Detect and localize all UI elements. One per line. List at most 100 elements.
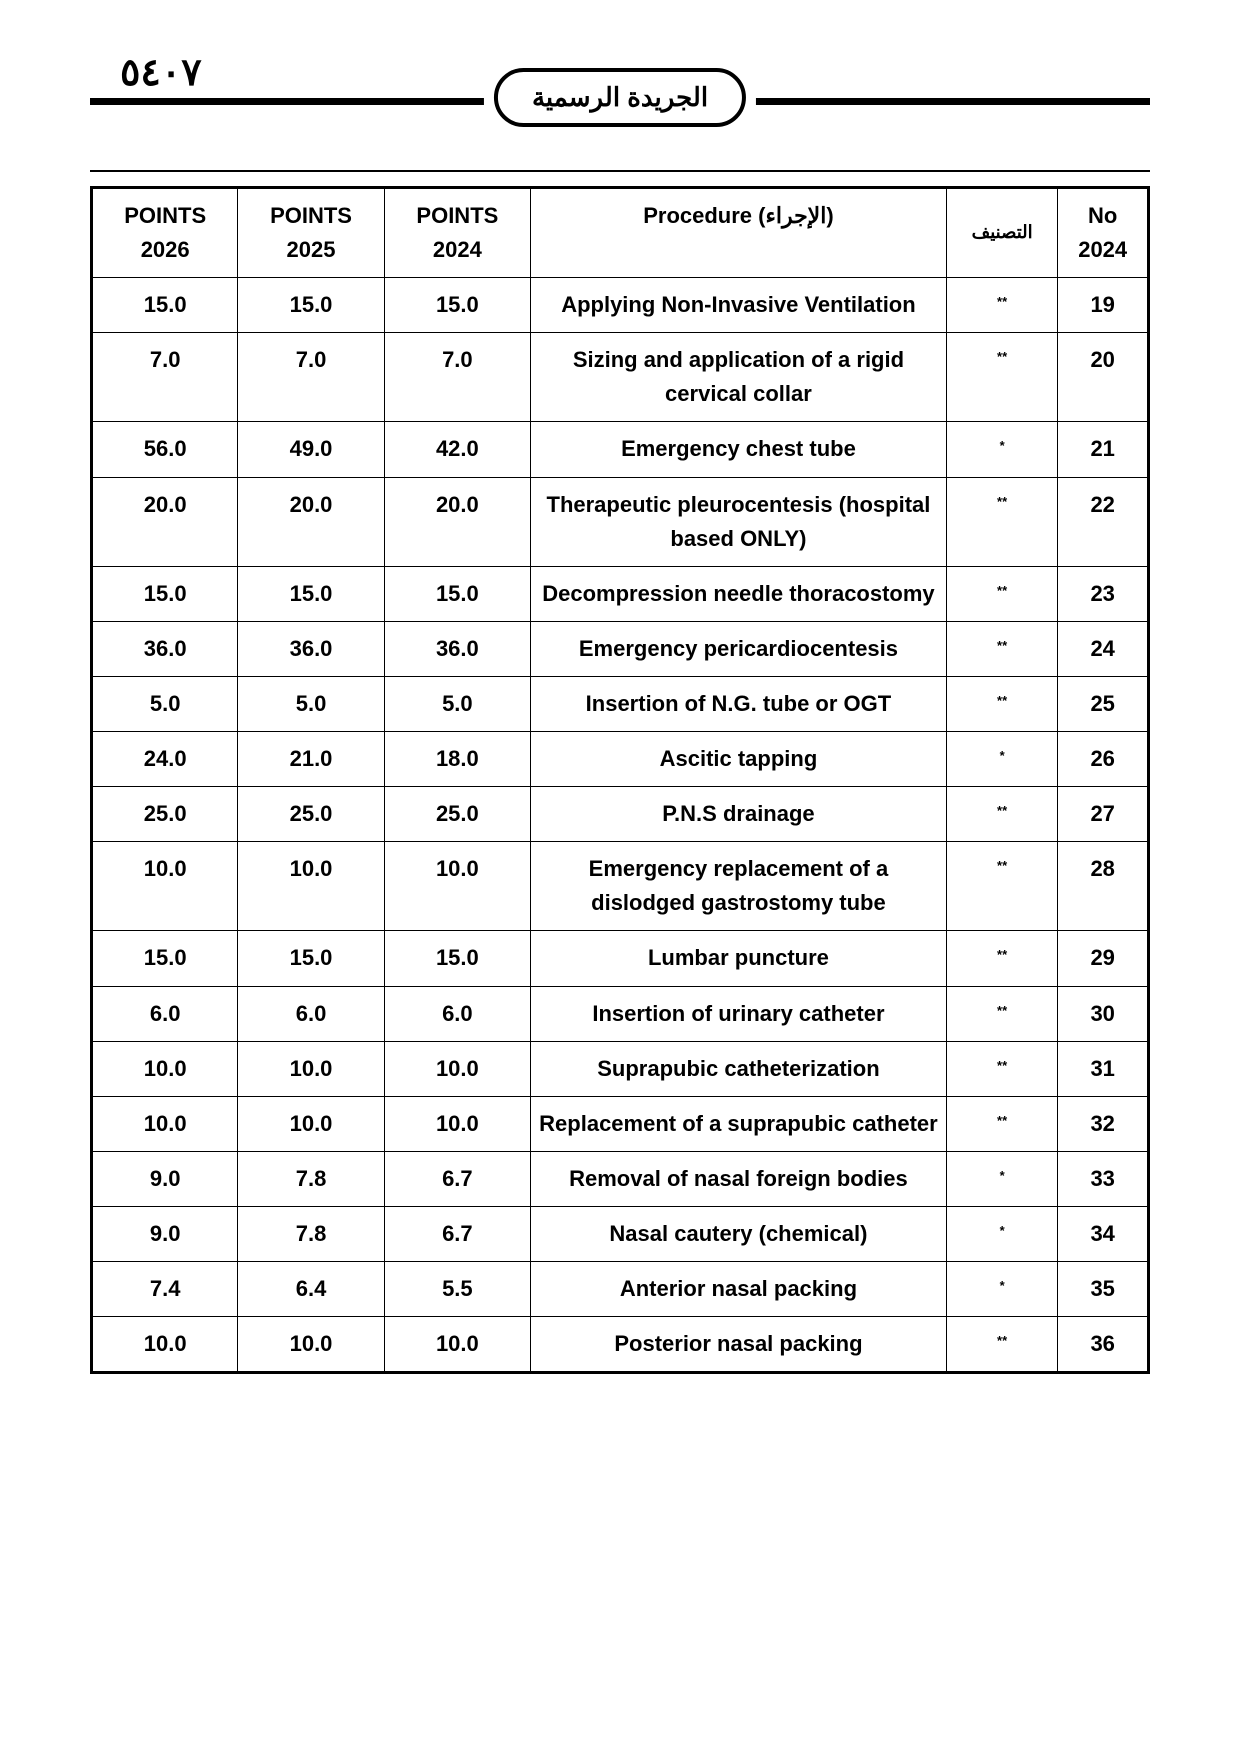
procedures-table: POINTS 2026 POINTS 2025 POINTS 2024 Proc…: [90, 186, 1150, 1374]
cell-classification: **: [946, 676, 1058, 731]
cell-points-2024: 42.0: [384, 422, 530, 477]
table-row: 5.05.05.0Insertion of N.G. tube or OGT**…: [92, 676, 1149, 731]
cell-points-2025: 25.0: [238, 787, 384, 842]
cell-no: 30: [1058, 986, 1149, 1041]
cell-no: 31: [1058, 1041, 1149, 1096]
cell-procedure: Applying Non-Invasive Ventilation: [531, 278, 947, 333]
cell-classification: *: [946, 1151, 1058, 1206]
cell-points-2025: 49.0: [238, 422, 384, 477]
cell-classification: **: [946, 566, 1058, 621]
cell-points-2026: 10.0: [92, 1041, 238, 1096]
cell-points-2026: 9.0: [92, 1151, 238, 1206]
cell-procedure: Therapeutic pleurocentesis (hospital bas…: [531, 477, 947, 566]
cell-points-2025: 15.0: [238, 931, 384, 986]
cell-points-2026: 10.0: [92, 1096, 238, 1151]
cell-procedure: Anterior nasal packing: [531, 1261, 947, 1316]
cell-no: 28: [1058, 842, 1149, 931]
cell-classification: *: [946, 732, 1058, 787]
cell-procedure: Lumbar puncture: [531, 931, 947, 986]
cell-points-2026: 25.0: [92, 787, 238, 842]
cell-classification: **: [946, 986, 1058, 1041]
cell-points-2025: 6.0: [238, 986, 384, 1041]
table-row: 15.015.015.0Lumbar puncture**29: [92, 931, 1149, 986]
cell-no: 25: [1058, 676, 1149, 731]
cell-no: 26: [1058, 732, 1149, 787]
cell-points-2024: 36.0: [384, 621, 530, 676]
cell-points-2024: 25.0: [384, 787, 530, 842]
cell-procedure: Insertion of N.G. tube or OGT: [531, 676, 947, 731]
cell-no: 20: [1058, 333, 1149, 422]
cell-classification: **: [946, 931, 1058, 986]
cell-points-2026: 15.0: [92, 278, 238, 333]
table-body: 15.015.015.0Applying Non-Invasive Ventil…: [92, 278, 1149, 1373]
cell-points-2026: 10.0: [92, 1317, 238, 1373]
cell-points-2024: 10.0: [384, 1317, 530, 1373]
cell-points-2026: 36.0: [92, 621, 238, 676]
cell-no: 27: [1058, 787, 1149, 842]
cell-points-2025: 10.0: [238, 1317, 384, 1373]
badge-wrap: الجريدة الرسمية: [484, 68, 756, 127]
table-row: 10.010.010.0Replacement of a suprapubic …: [92, 1096, 1149, 1151]
header-points-2024: POINTS 2024: [384, 188, 530, 278]
sub-rule: [90, 170, 1150, 172]
cell-no: 23: [1058, 566, 1149, 621]
table-row: 7.46.45.5Anterior nasal packing*35: [92, 1261, 1149, 1316]
cell-classification: **: [946, 1096, 1058, 1151]
table-row: 7.07.07.0Sizing and application of a rig…: [92, 333, 1149, 422]
cell-points-2026: 6.0: [92, 986, 238, 1041]
cell-no: 21: [1058, 422, 1149, 477]
cell-procedure: Emergency chest tube: [531, 422, 947, 477]
cell-points-2026: 24.0: [92, 732, 238, 787]
page-number: ٥٤٠٧: [120, 50, 202, 95]
cell-points-2024: 5.5: [384, 1261, 530, 1316]
cell-points-2024: 6.7: [384, 1206, 530, 1261]
cell-points-2025: 6.4: [238, 1261, 384, 1316]
cell-points-2026: 10.0: [92, 842, 238, 931]
cell-points-2025: 21.0: [238, 732, 384, 787]
table-row: 36.036.036.0Emergency pericardiocentesis…: [92, 621, 1149, 676]
cell-points-2026: 5.0: [92, 676, 238, 731]
table-row: 56.049.042.0Emergency chest tube*21: [92, 422, 1149, 477]
table-row: 15.015.015.0Applying Non-Invasive Ventil…: [92, 278, 1149, 333]
cell-classification: **: [946, 1317, 1058, 1373]
cell-procedure: Sizing and application of a rigid cervic…: [531, 333, 947, 422]
cell-no: 34: [1058, 1206, 1149, 1261]
cell-points-2024: 6.0: [384, 986, 530, 1041]
cell-points-2026: 15.0: [92, 566, 238, 621]
cell-points-2025: 10.0: [238, 1041, 384, 1096]
cell-classification: **: [946, 1041, 1058, 1096]
cell-no: 35: [1058, 1261, 1149, 1316]
cell-points-2024: 10.0: [384, 842, 530, 931]
table-header-row: POINTS 2026 POINTS 2025 POINTS 2024 Proc…: [92, 188, 1149, 278]
cell-classification: **: [946, 278, 1058, 333]
header-no: No 2024: [1058, 188, 1149, 278]
cell-no: 33: [1058, 1151, 1149, 1206]
table-row: 6.06.06.0Insertion of urinary catheter**…: [92, 986, 1149, 1041]
cell-points-2025: 15.0: [238, 278, 384, 333]
cell-points-2025: 20.0: [238, 477, 384, 566]
cell-points-2026: 15.0: [92, 931, 238, 986]
cell-no: 19: [1058, 278, 1149, 333]
cell-classification: *: [946, 1261, 1058, 1316]
header-procedure: Procedure (الإجراء): [531, 188, 947, 278]
cell-procedure: P.N.S drainage: [531, 787, 947, 842]
cell-no: 22: [1058, 477, 1149, 566]
page-header: ٥٤٠٧ الجريدة الرسمية: [90, 50, 1150, 140]
cell-procedure: Insertion of urinary catheter: [531, 986, 947, 1041]
cell-classification: **: [946, 477, 1058, 566]
table-row: 24.021.018.0Ascitic tapping*26: [92, 732, 1149, 787]
table-row: 9.07.86.7Nasal cautery (chemical)*34: [92, 1206, 1149, 1261]
table-row: 15.015.015.0Decompression needle thoraco…: [92, 566, 1149, 621]
cell-procedure: Nasal cautery (chemical): [531, 1206, 947, 1261]
cell-procedure: Emergency replacement of a dislodged gas…: [531, 842, 947, 931]
cell-procedure: Posterior nasal packing: [531, 1317, 947, 1373]
cell-points-2024: 20.0: [384, 477, 530, 566]
cell-points-2026: 7.4: [92, 1261, 238, 1316]
table-row: 10.010.010.0Posterior nasal packing**36: [92, 1317, 1149, 1373]
cell-points-2024: 7.0: [384, 333, 530, 422]
cell-no: 32: [1058, 1096, 1149, 1151]
cell-classification: **: [946, 842, 1058, 931]
cell-procedure: Replacement of a suprapubic catheter: [531, 1096, 947, 1151]
cell-points-2025: 10.0: [238, 842, 384, 931]
cell-points-2026: 56.0: [92, 422, 238, 477]
